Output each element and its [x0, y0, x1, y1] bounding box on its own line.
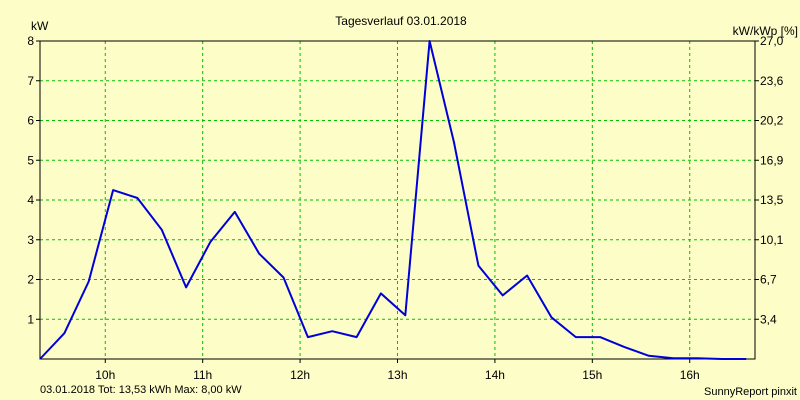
y-tick-label-left: 7 — [27, 74, 34, 88]
x-tick-label: 15h — [582, 368, 602, 382]
y-tick-label-right: 10,1 — [760, 233, 784, 247]
y-tick-label-left: 8 — [27, 34, 34, 48]
y-axis-label-right: kW/kWp [%] — [733, 24, 798, 38]
x-tick-label: 12h — [290, 368, 310, 382]
y-tick-label-right: 27,0 — [760, 34, 784, 48]
chart-title: Tagesverlauf 03.01.2018 — [335, 14, 467, 28]
y-ticks-right: 3,4 6,7 10,1 13,5 16,9 20,2 23,6 27,0 — [755, 34, 784, 326]
y-tick-label-left: 6 — [27, 114, 34, 128]
y-axis-label-left: kW — [31, 19, 49, 33]
y-tick-label-right: 23,6 — [760, 74, 784, 88]
y-tick-label-right: 13,5 — [760, 193, 784, 207]
y-ticks-left: 1 2 3 4 5 6 7 8 — [27, 34, 40, 326]
y-tick-label-left: 2 — [27, 273, 34, 287]
y-tick-label-left: 3 — [27, 233, 34, 247]
x-tick-label: 11h — [193, 368, 212, 382]
x-tick-label: 16h — [680, 368, 700, 382]
series-layer — [39, 40, 747, 360]
grid-lines — [40, 40, 755, 359]
x-tick-label: 10h — [95, 368, 115, 382]
footer-summary: 03.01.2018 Tot: 13,53 kWh Max: 8,00 kW — [40, 384, 242, 396]
series-line-0 — [39, 40, 747, 360]
y-tick-label-left: 1 — [27, 312, 34, 326]
x-tick-label: 14h — [485, 368, 505, 382]
footer-credit: SunnyReport pinxit — [704, 386, 797, 398]
y-tick-label-right: 16,9 — [760, 153, 784, 167]
y-tick-label-right: 3,4 — [760, 312, 777, 326]
y-tick-label-right: 6,7 — [760, 273, 777, 287]
y-tick-label-right: 20,2 — [760, 114, 784, 128]
y-tick-label-left: 5 — [27, 153, 34, 167]
x-ticks: 10h 11h 12h 13h 14h 15h 16h — [95, 359, 700, 382]
y-tick-label-left: 4 — [27, 193, 34, 207]
x-tick-label: 13h — [387, 368, 407, 382]
